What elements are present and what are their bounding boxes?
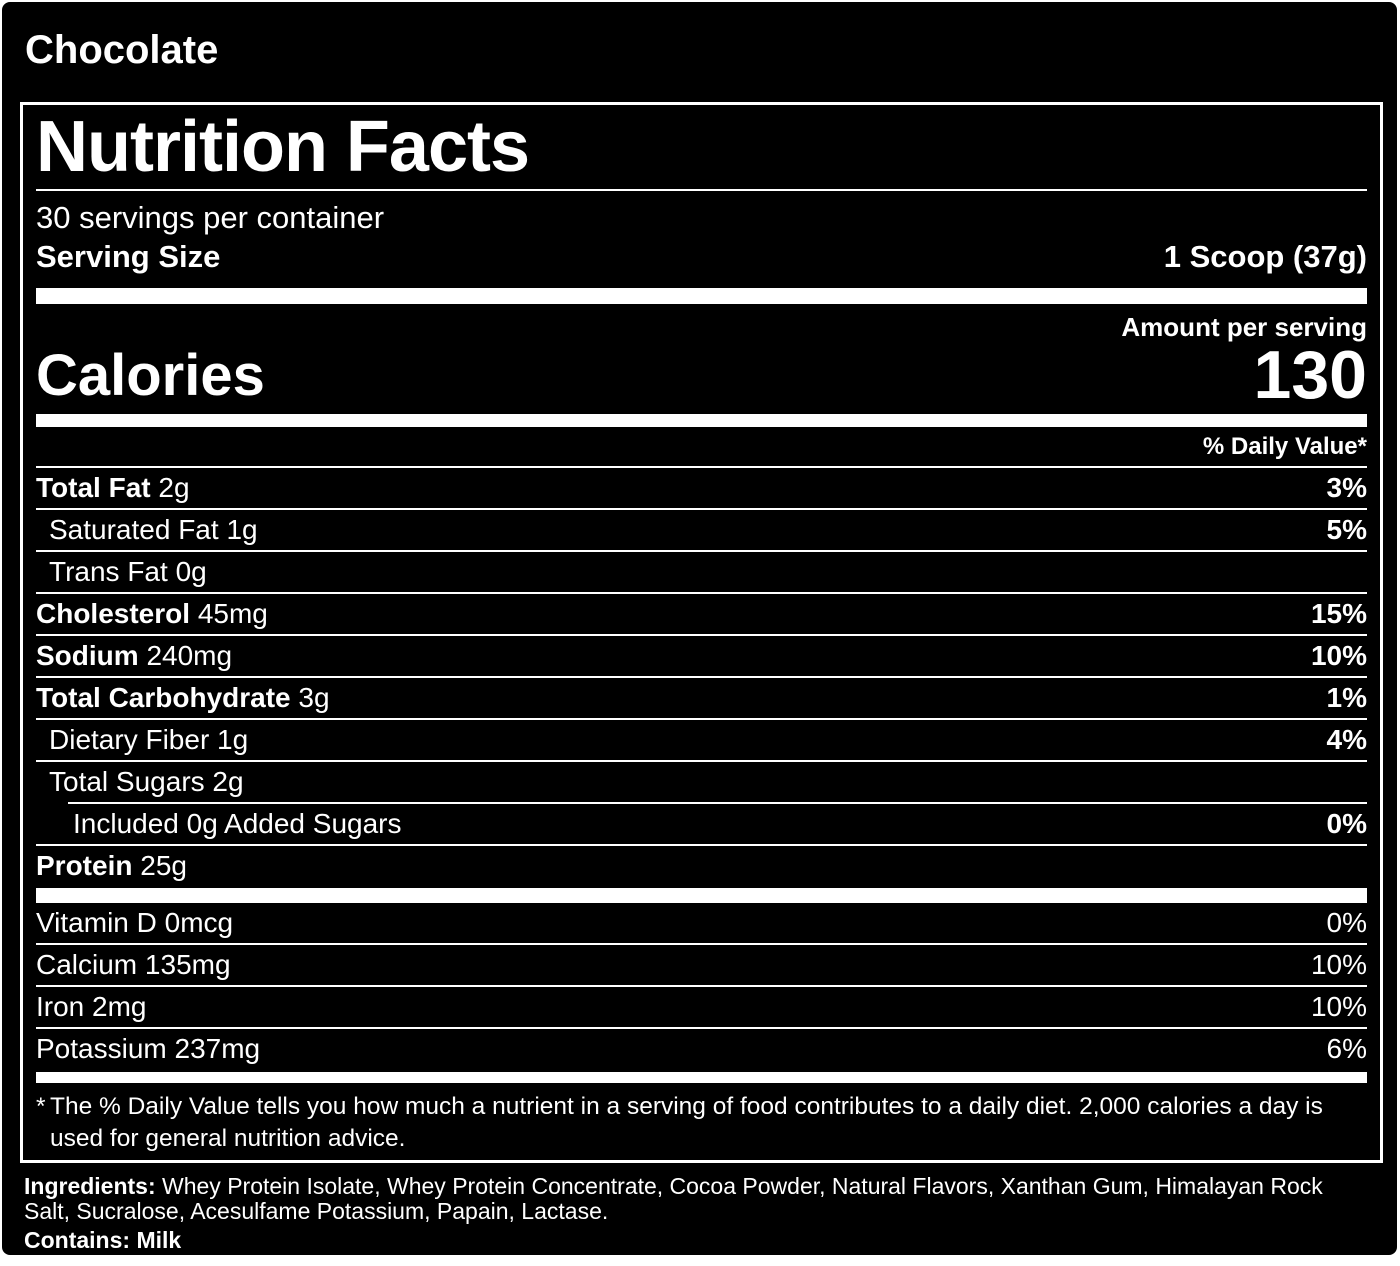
vitamin-row: Calcium 135mg 10%: [36, 943, 1367, 985]
nutrient-row: Total Carbohydrate 3g 1%: [36, 676, 1367, 718]
vitamin-amount: 237mg: [174, 1033, 261, 1065]
nutrient-amount: 240mg: [146, 640, 233, 672]
nutrient-name: Total Sugars: [49, 766, 205, 798]
nutrient-row: Cholesterol 45mg 15%: [36, 592, 1367, 634]
serving-size-label: Serving Size: [36, 239, 221, 275]
thick-divider-calories: [36, 414, 1367, 428]
vitamin-amount: 2mg: [92, 991, 147, 1023]
ingredients-line: Ingredients: Whey Protein Isolate, Whey …: [24, 1172, 1375, 1225]
divider-hairline: [36, 189, 1367, 191]
servings-per-container: 30 servings per container: [36, 200, 385, 235]
nutrient-name-amount: Total Fat 2g: [36, 474, 190, 502]
contains-statement: Contains: Milk: [24, 1226, 182, 1253]
calories-row: Calories 130: [36, 336, 1367, 413]
vitamin-daily-value: 0%: [1326, 907, 1367, 939]
nutrient-name: Saturated Fat: [49, 514, 219, 546]
nutrient-name-amount: Trans Fat 0g: [49, 558, 207, 586]
nutrient-name-amount: Saturated Fat 1g: [49, 516, 258, 544]
footnote-asterisk: *: [36, 1093, 46, 1121]
nutrient-daily-value: 15%: [1310, 598, 1367, 630]
nutrient-name: Sodium: [36, 640, 139, 672]
vitamin-daily-value: 6%: [1326, 1033, 1367, 1065]
serving-size-row: Serving Size 1 Scoop (37g): [36, 238, 1367, 275]
flavor-title: Chocolate: [25, 28, 219, 72]
nutrient-daily-value: 3%: [1326, 472, 1367, 504]
nutrient-row: Total Sugars 2g: [36, 760, 1367, 802]
vitamin-daily-value: 10%: [1310, 991, 1367, 1023]
ingredients-text: Whey Protein Isolate, Whey Protein Conce…: [24, 1172, 1323, 1225]
nutrition-facts-title: Nutrition Facts: [36, 107, 530, 187]
vitamin-name: Calcium: [36, 949, 138, 981]
nutrient-row: Saturated Fat 1g 5%: [36, 508, 1367, 550]
nutrient-amount: 45mg: [197, 598, 268, 630]
nutrient-name-amount: Protein 25g: [36, 852, 187, 880]
nutrient-row: Protein 25g: [36, 844, 1367, 886]
vitamin-name-amount: Vitamin D 0mcg: [36, 909, 233, 937]
vitamin-name: Iron: [36, 991, 85, 1023]
vitamin-name-amount: Potassium 237mg: [36, 1035, 260, 1063]
serving-size-value: 1 Scoop (37g): [1163, 239, 1367, 275]
vitamin-row: Iron 2mg 10%: [36, 985, 1367, 1027]
vitamin-daily-value: 10%: [1310, 949, 1367, 981]
nutrient-row: Sodium 240mg 10%: [36, 634, 1367, 676]
vitamin-name: Potassium: [36, 1033, 167, 1065]
nutrient-name: Total Carbohydrate: [36, 682, 291, 714]
nutrient-daily-value: 10%: [1310, 640, 1367, 672]
nutrient-name-amount: Dietary Fiber 1g: [49, 726, 248, 754]
nutrient-name-amount: Sodium 240mg: [36, 642, 232, 670]
nutrient-name-amount: Total Sugars 2g: [49, 768, 244, 796]
vitamin-amount: 135mg: [144, 949, 231, 981]
nutrient-name-amount: Total Carbohydrate 3g: [36, 684, 330, 712]
nutrient-amount: 25g: [140, 850, 187, 882]
nutrient-amount: 0g: [175, 556, 207, 588]
nutrient-daily-value: 4%: [1326, 724, 1367, 756]
nutrient-name: Trans Fat: [49, 556, 168, 588]
nutrient-amount: 2g: [212, 766, 244, 798]
footnote-text: The % Daily Value tells you how much a n…: [50, 1093, 1323, 1152]
nutrient-name-amount: Cholesterol 45mg: [36, 600, 268, 628]
nutrient-name-amount: Included 0g Added Sugars: [73, 810, 401, 838]
nutrient-name: Included 0g Added Sugars: [73, 808, 402, 840]
vitamin-row: Vitamin D 0mcg 0%: [36, 903, 1367, 943]
nutrition-facts-box: Nutrition Facts 30 servings per containe…: [20, 102, 1383, 1163]
vitamin-name: Vitamin D: [36, 907, 157, 939]
calories-value: 130: [1253, 336, 1367, 413]
vitamin-amount: 0mcg: [164, 907, 234, 939]
vitamin-name-amount: Iron 2mg: [36, 993, 147, 1021]
nutrient-daily-value: 0%: [1326, 808, 1367, 840]
ingredients-section: Ingredients: Whey Protein Isolate, Whey …: [24, 1172, 1375, 1253]
nutrient-daily-value: 1%: [1326, 682, 1367, 714]
vitamin-name-amount: Calcium 135mg: [36, 951, 231, 979]
nutrient-name: Cholesterol: [36, 598, 191, 630]
vitamin-row: Potassium 237mg 6%: [36, 1027, 1367, 1069]
vitamin-table: Vitamin D 0mcg 0% Calcium 135mg 10% Iron 2mg…: [36, 903, 1367, 1069]
thick-divider-vitamins: [36, 1072, 1367, 1084]
nutrient-table: Total Fat 2g 3% Saturated Fat 1g 5% Trans Fa…: [36, 466, 1367, 886]
nutrient-daily-value: 5%: [1326, 514, 1367, 546]
ingredients-label: Ingredients:: [24, 1172, 156, 1199]
nutrient-name: Total Fat: [36, 472, 151, 504]
nutrient-amount: 2g: [158, 472, 190, 504]
nutrient-amount: 1g: [226, 514, 258, 546]
daily-value-footnote: * The % Daily Value tells you how much a…: [36, 1083, 1367, 1154]
calories-label: Calories: [36, 343, 265, 409]
nutrient-amount: 3g: [298, 682, 330, 714]
nutrient-amount: 1g: [217, 724, 249, 756]
daily-value-header: % Daily Value*: [1202, 433, 1367, 461]
nutrient-name: Protein: [36, 850, 133, 882]
nutrient-row: Dietary Fiber 1g 4%: [36, 718, 1367, 760]
nutrient-name: Dietary Fiber: [49, 724, 210, 756]
thick-divider-protein: [36, 888, 1367, 904]
nutrient-row: Included 0g Added Sugars 0%: [36, 802, 1367, 844]
nutrient-row: Trans Fat 0g: [36, 550, 1367, 592]
thick-divider-top: [36, 288, 1367, 305]
nutrient-row: Total Fat 2g 3%: [36, 466, 1367, 508]
amount-per-serving-label: Amount per serving: [1121, 312, 1367, 343]
